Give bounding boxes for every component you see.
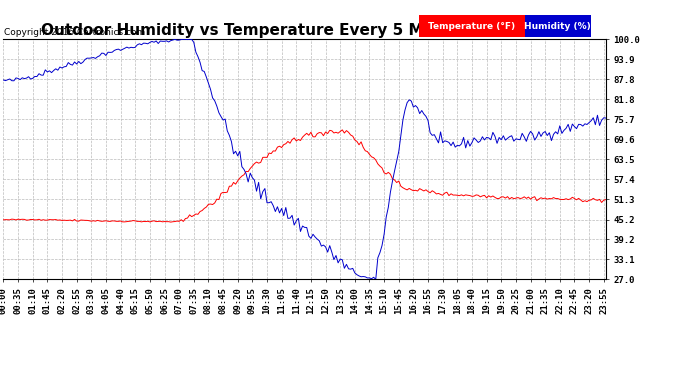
Text: Temperature (°F): Temperature (°F) [428, 22, 515, 31]
Text: Copyright 2016 Cartronics.com: Copyright 2016 Cartronics.com [4, 28, 146, 37]
Bar [524, 15, 591, 37]
Bar [419, 15, 524, 37]
Text: Humidity (%): Humidity (%) [524, 22, 591, 31]
Title: Outdoor Humidity vs Temperature Every 5 Minutes 20161023: Outdoor Humidity vs Temperature Every 5 … [41, 23, 568, 38]
